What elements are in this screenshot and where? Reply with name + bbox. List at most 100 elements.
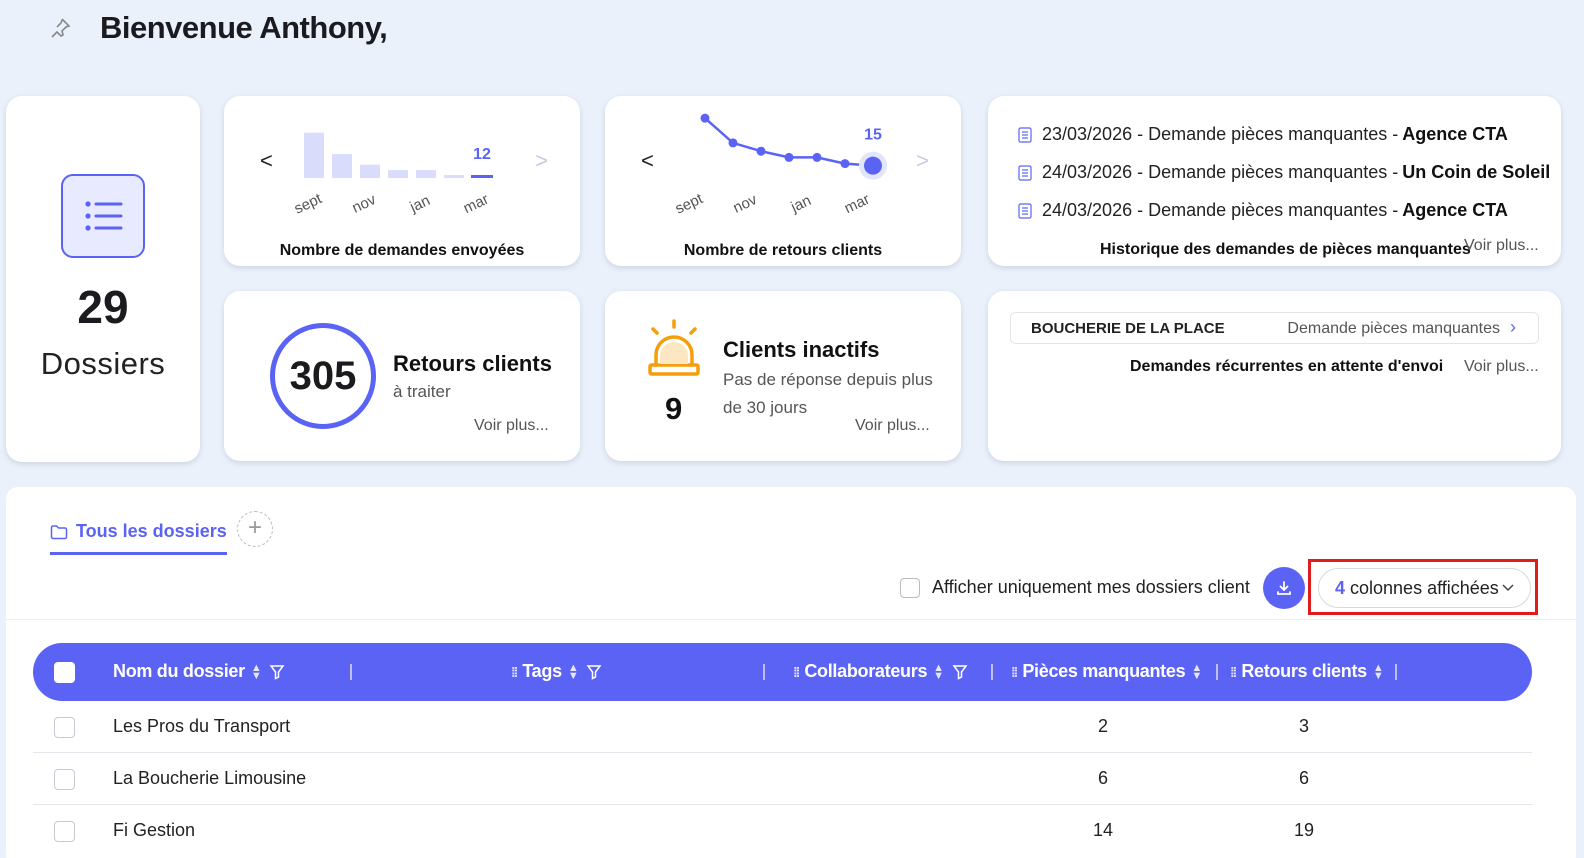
columns-dropdown[interactable]: 4 colonnes affichées <box>1318 568 1531 608</box>
dossiers-label: Dossiers <box>40 346 166 381</box>
column-resizer[interactable] <box>763 664 765 680</box>
history-item[interactable]: 24/03/2026 - Demande pièces manquantes -… <box>1018 162 1550 183</box>
bar <box>471 175 493 178</box>
filter-icon[interactable] <box>269 664 285 680</box>
tick-label: sept <box>292 190 326 218</box>
row-retours: 3 <box>1298 716 1309 736</box>
row-pieces: 2 <box>1097 716 1108 736</box>
download-button[interactable] <box>1263 567 1305 609</box>
column-header-retours[interactable]: ⁞⁞ Retours clients ▲ ▼ <box>1230 661 1384 682</box>
folder-icon <box>50 524 68 539</box>
tick-label: jan <box>788 192 814 216</box>
bar <box>444 175 464 178</box>
pin-icon[interactable] <box>48 16 72 40</box>
retours-card[interactable]: 305 Retours clients à traiter Voir plus.… <box>224 291 580 461</box>
column-header-label: Tags <box>522 661 562 681</box>
document-icon <box>1018 164 1032 181</box>
history-item[interactable]: 24/03/2026 - Demande pièces manquantes -… <box>1018 200 1508 221</box>
add-tab-button[interactable]: + <box>237 511 273 547</box>
column-header-collaborateurs[interactable]: ⁞⁞ Collaborateurs ▲ ▼ <box>793 661 968 682</box>
dossiers-table-panel: Tous les dossiers + Afficher uniquement … <box>6 487 1576 858</box>
column-header-tags[interactable]: ⁞⁞ Tags ▲ ▼ <box>511 661 602 682</box>
inactifs-subtitle: Pas de réponse depuis plus de 30 jours <box>723 370 933 417</box>
column-resizer[interactable] <box>1216 664 1218 680</box>
column-header-label: Retours clients <box>1241 661 1367 681</box>
drag-handle-icon[interactable]: ⁞⁞ <box>1011 663 1018 680</box>
history-caption: Historique des demandes de pièces manqua… <box>1100 241 1471 258</box>
sort-icon[interactable]: ▲ ▼ <box>933 661 944 682</box>
select-all-checkbox[interactable] <box>54 662 75 683</box>
drag-handle-icon[interactable]: ⁞⁞ <box>511 663 518 680</box>
row-name[interactable]: Fi Gestion <box>113 820 196 840</box>
download-icon <box>1277 581 1291 595</box>
tab-label: Tous les dossiers <box>76 521 227 541</box>
tick-label: mar <box>461 191 492 217</box>
data-point <box>700 113 710 123</box>
tab-tous-les-dossiers[interactable]: Tous les dossiers <box>50 521 227 555</box>
data-point <box>756 146 766 156</box>
row-retours: 6 <box>1298 768 1309 788</box>
table-header: Nom du dossier ▲ ▼ ⁞⁞ Tags ▲ ▼ ⁞⁞ Collabor… <box>33 643 1532 701</box>
column-resizer[interactable] <box>1395 664 1397 680</box>
history-card: 23/03/2026 - Demande pièces manquantes -… <box>988 96 1561 266</box>
table-row[interactable]: Les Pros du Transport 2 3 <box>33 701 1532 753</box>
dossiers-card[interactable]: 29 Dossiers <box>6 96 200 462</box>
table-row[interactable]: La Boucherie Limousine 6 6 <box>33 753 1532 805</box>
chart-next-button[interactable]: > <box>535 148 548 173</box>
column-resizer[interactable] <box>991 664 993 680</box>
recurrent-type: Demande pièces manquantes <box>1287 320 1500 337</box>
tick-label: nov <box>350 191 380 217</box>
recurrent-more-link[interactable]: Voir plus... <box>1464 358 1539 375</box>
row-checkbox[interactable] <box>54 821 75 842</box>
chart-prev-button[interactable]: < <box>641 148 654 173</box>
highlight-box <box>1308 559 1538 615</box>
column-resizer[interactable] <box>350 664 352 680</box>
sort-icon[interactable]: ▲ ▼ <box>1191 661 1202 682</box>
siren-icon <box>648 319 700 376</box>
tick-label: sept <box>673 190 707 218</box>
sort-icon[interactable]: ▲ ▼ <box>1372 661 1384 682</box>
recurrent-item[interactable]: BOUCHERIE DE LA PLACE Demande pièces man… <box>1010 312 1539 344</box>
bar <box>360 164 380 178</box>
retours-count: 305 <box>270 323 376 429</box>
tick-label: nov <box>731 191 761 217</box>
inactifs-card[interactable]: 9 Clients inactifs Pas de réponse depuis… <box>605 291 961 461</box>
inactifs-more-link[interactable]: Voir plus... <box>855 417 930 434</box>
chevron-down-icon <box>1502 584 1514 592</box>
data-label: 12 <box>473 146 491 163</box>
table-row[interactable]: Fi Gestion 14 19 <box>33 805 1532 857</box>
sort-icon[interactable]: ▲ ▼ <box>567 661 579 682</box>
chart-prev-button[interactable]: < <box>260 148 273 173</box>
column-header-nom[interactable]: Nom du dossier ▲ ▼ <box>113 661 285 682</box>
row-name[interactable]: La Boucherie Limousine <box>113 768 307 788</box>
row-checkbox[interactable] <box>54 769 75 790</box>
chart-caption: Nombre de demandes envoyées <box>279 242 525 259</box>
filter-icon[interactable] <box>952 664 968 680</box>
history-more-link[interactable]: Voir plus... <box>1464 237 1539 254</box>
history-client: Un Coin de Soleil <box>1402 162 1551 182</box>
demandes-chart-card: < 12 sept nov jan mar > Nombre de demandes e… <box>224 96 580 266</box>
row-pieces: 6 <box>1097 768 1108 788</box>
bar <box>332 154 352 178</box>
bar <box>304 132 324 178</box>
recurrent-client-name: BOUCHERIE DE LA PLACE <box>1031 320 1225 337</box>
history-text: 23/03/2026 - Demande pièces manquantes - <box>1042 124 1399 144</box>
retours-more-link[interactable]: Voir plus... <box>474 417 549 434</box>
data-point <box>728 138 738 148</box>
column-header-pieces[interactable]: ⁞⁞ Pièces manquantes ▲ ▼ <box>1011 661 1202 682</box>
chart-next-button[interactable]: > <box>916 148 929 173</box>
recurrent-card: BOUCHERIE DE LA PLACE Demande pièces man… <box>988 291 1561 461</box>
my-dossiers-label: Afficher uniquement mes dossiers client <box>932 577 1250 597</box>
filter-icon[interactable] <box>586 664 602 680</box>
drag-handle-icon[interactable]: ⁞⁞ <box>793 663 800 680</box>
row-checkbox[interactable] <box>54 717 75 738</box>
history-item[interactable]: 23/03/2026 - Demande pièces manquantes -… <box>1018 124 1508 145</box>
row-name[interactable]: Les Pros du Transport <box>113 716 291 736</box>
sort-icon[interactable]: ▲ ▼ <box>250 661 262 682</box>
drag-handle-icon[interactable]: ⁞⁞ <box>1230 663 1237 680</box>
demandes-bar-chart: 12 sept nov jan mar <box>292 132 493 218</box>
tick-label: mar <box>842 191 873 217</box>
recurrent-caption: Demandes récurrentes en attente d'envoi <box>1130 358 1444 375</box>
my-dossiers-checkbox[interactable] <box>900 578 920 598</box>
row-retours: 19 <box>1293 820 1315 840</box>
